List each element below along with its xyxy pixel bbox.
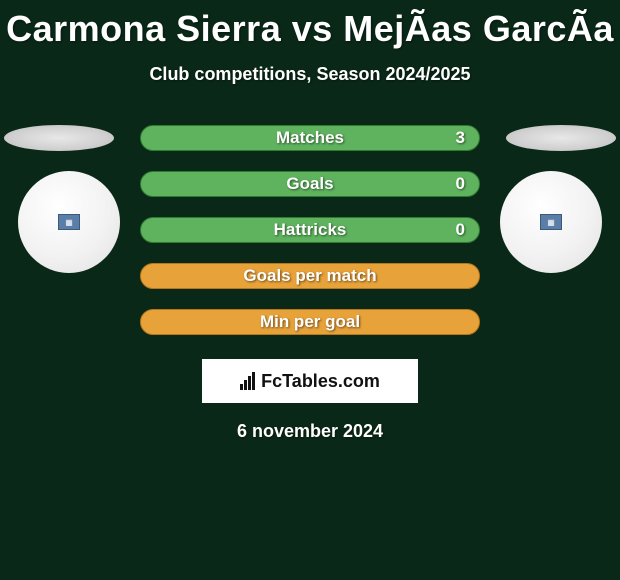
stat-bars: Matches 3 Goals 0 Hattricks 0 Goals per match M… [140, 125, 480, 335]
stat-bar-label: Hattricks [274, 220, 347, 240]
stat-bar-label: Matches [276, 128, 344, 148]
stat-bar-value: 0 [456, 220, 465, 240]
bars-icon [240, 372, 255, 390]
logo-box: FcTables.com [202, 359, 418, 403]
player-left-halo [4, 125, 114, 151]
stat-bar-label: Goals [286, 174, 333, 194]
stat-bar-value: 0 [456, 174, 465, 194]
stat-bar: Min per goal [140, 309, 480, 335]
stat-bar-label: Goals per match [243, 266, 376, 286]
stat-bar: Hattricks 0 [140, 217, 480, 243]
stat-bar: Goals per match [140, 263, 480, 289]
placeholder-image-icon: ▦ [540, 214, 562, 230]
player-left-badge-circle: ▦ [18, 171, 120, 273]
stat-bar-value: 3 [456, 128, 465, 148]
placeholder-image-icon: ▦ [58, 214, 80, 230]
fctables-logo: FcTables.com [240, 371, 380, 392]
stat-bar: Matches 3 [140, 125, 480, 151]
stat-bar-label: Min per goal [260, 312, 360, 332]
stat-bar: Goals 0 [140, 171, 480, 197]
logo-text-label: FcTables.com [261, 371, 380, 392]
player-right-badge-circle: ▦ [500, 171, 602, 273]
date-label: 6 november 2024 [0, 421, 620, 442]
player-right-halo [506, 125, 616, 151]
comparison-panel: ▦ ▦ Matches 3 Goals 0 Hattricks 0 Goals per ma… [0, 125, 620, 442]
page-title: Carmona Sierra vs MejÃ­as GarcÃ­a [0, 0, 620, 50]
subtitle: Club competitions, Season 2024/2025 [0, 64, 620, 85]
